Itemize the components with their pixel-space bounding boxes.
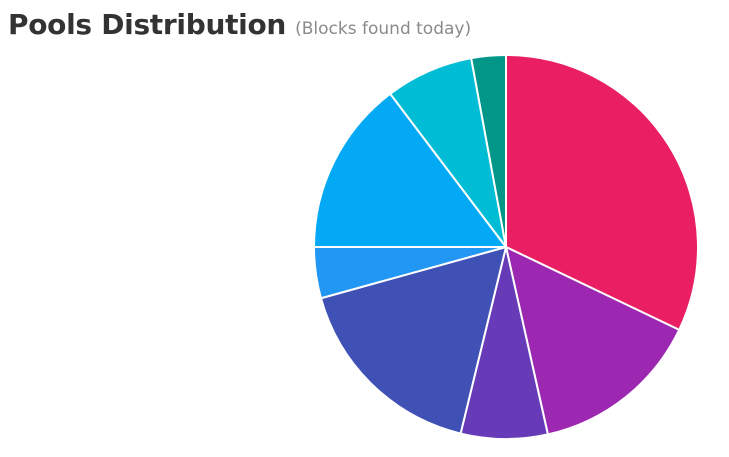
pie-slice-2 <box>505 246 681 436</box>
chart-title: Pools Distribution <box>8 8 287 41</box>
pie-slice-4 <box>319 246 507 435</box>
pie-slices <box>313 54 699 440</box>
pie-slice-6 <box>313 92 507 248</box>
chart-subtitle: (Blocks found today) <box>295 19 472 39</box>
pie-slice-1 <box>505 54 699 331</box>
chart-header: Pools Distribution (Blocks found today) <box>8 8 471 41</box>
pie-slice-8 <box>470 54 507 248</box>
